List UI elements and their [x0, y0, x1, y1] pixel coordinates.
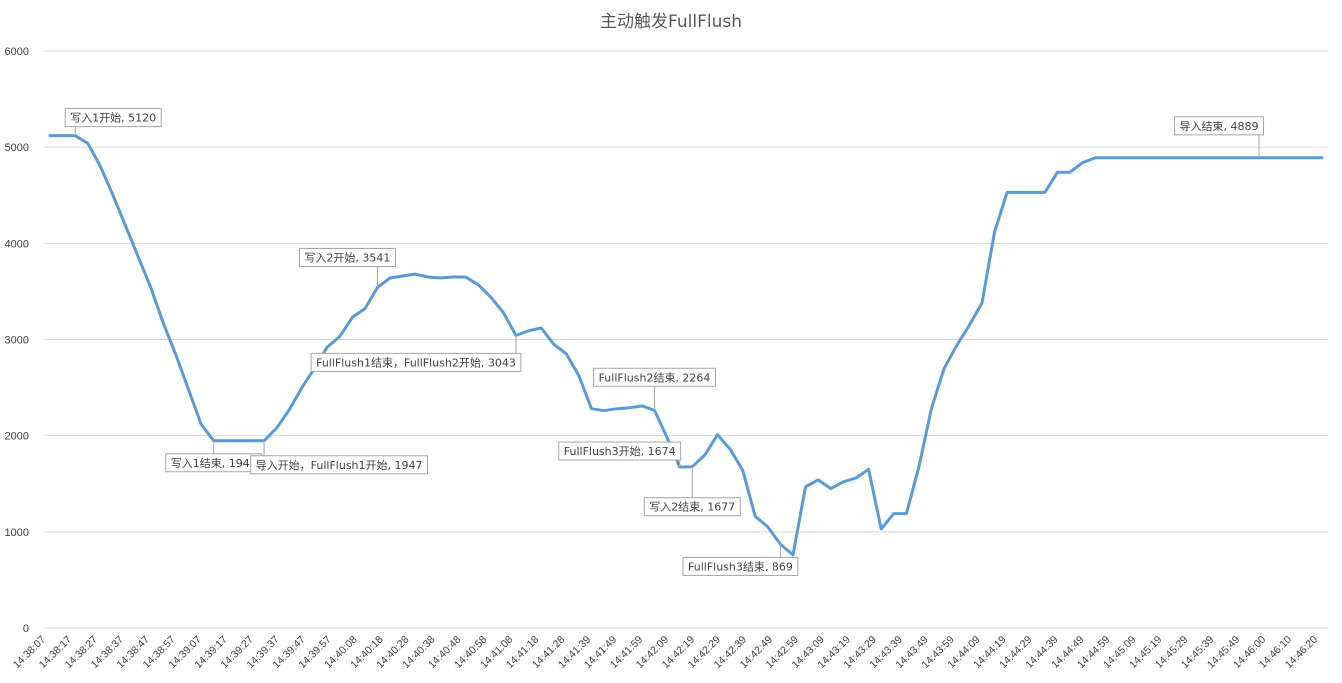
y-tick-label: 1000 [5, 527, 29, 539]
data-label-text: FullFlush1结束，FullFlush2开始, 3043 [316, 355, 516, 369]
data-label: 写入2开始, 3541 [298, 247, 396, 288]
data-label-box [250, 455, 429, 475]
data-label-box [593, 367, 716, 387]
data-label: FullFlush3结束, 869 [682, 544, 799, 576]
data-label-box [298, 247, 396, 267]
y-tick-label: 5000 [5, 142, 29, 154]
y-tick-label: 2000 [5, 431, 29, 443]
data-label-text: 导入结束, 4889 [1180, 120, 1259, 133]
y-tick-label: 3000 [5, 335, 29, 347]
data-label: FullFlush1结束，FullFlush2开始, 3043 [310, 335, 522, 372]
data-label: 写入1结束, 1947 [165, 440, 263, 473]
y-tick-label: 4000 [5, 238, 29, 250]
data-label-text: 写入2开始, 3541 [304, 250, 390, 264]
chart-title: 主动触发FullFlush [600, 12, 742, 32]
x-axis-ticks: 14:38:0714:38:1714:38:2714:38:3714:38:47… [11, 634, 1320, 671]
series-layer [48, 134, 1324, 557]
data-label: FullFlush2结束, 2264 [593, 367, 716, 411]
data-label-box [1174, 116, 1265, 136]
data-label-text: 导入开始，FullFlush1开始, 1947 [256, 458, 423, 472]
data-label-box [643, 497, 741, 517]
data-label-box [558, 441, 682, 461]
data-label-box [64, 108, 162, 128]
data-label-text: 写入2结束, 1677 [649, 501, 735, 514]
data-label-box [682, 556, 799, 576]
data-label-text: FullFlush3结束, 869 [688, 560, 793, 573]
series-line [48, 134, 1324, 557]
y-tick-label: 6000 [5, 46, 29, 58]
data-label: 导入结束, 4889 [1174, 116, 1265, 158]
data-label-box [310, 352, 522, 372]
gridlines [44, 50, 1328, 629]
data-label: 导入开始，FullFlush1开始, 1947 [250, 440, 429, 475]
data-label: FullFlush3开始, 1674 [558, 441, 682, 468]
y-axis-ticks: 0 1000 2000 3000 4000 5000 6000 [5, 46, 29, 635]
annotations: 写入1开始, 5120 写入1结束, 1947导入开始，FullFlush1开始,… [64, 108, 1265, 576]
data-label-text: FullFlush2结束, 2264 [599, 371, 711, 384]
data-label: 写入1开始, 5120 [64, 108, 162, 136]
data-label: 写入2结束, 1677 [643, 466, 741, 517]
y-tick-label: 0 [23, 623, 29, 635]
data-label-text: 写入1开始, 5120 [70, 111, 156, 125]
data-label-text: 写入1结束, 1947 [171, 457, 257, 470]
data-label-text: FullFlush3开始, 1674 [564, 444, 676, 458]
